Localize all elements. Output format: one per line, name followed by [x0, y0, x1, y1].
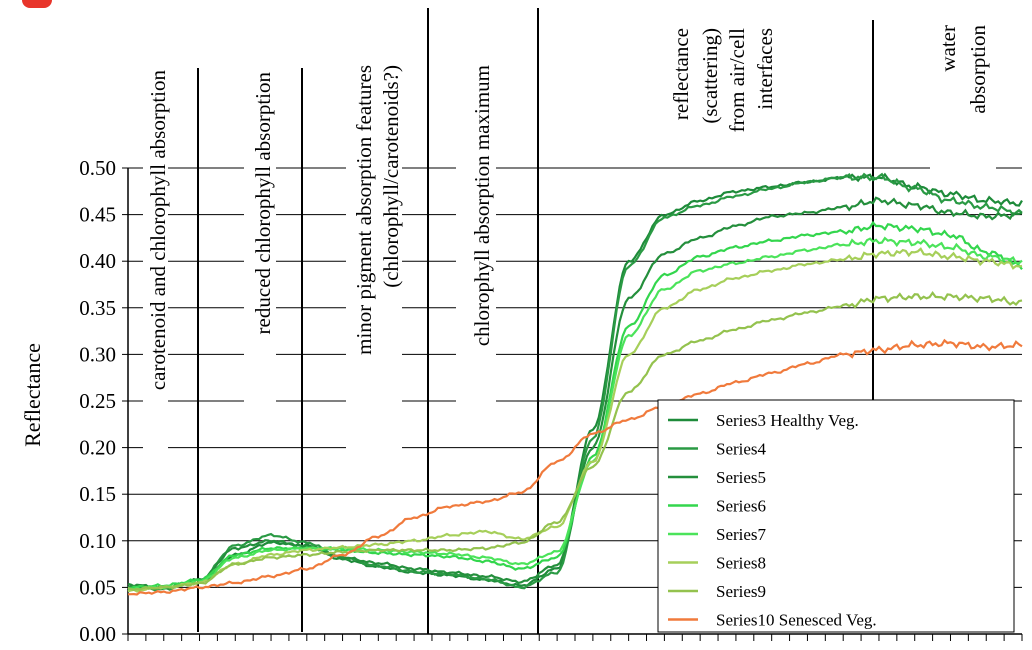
legend-label: Series3 Healthy Veg. [716, 411, 859, 430]
series-line-8 [127, 338, 1023, 596]
y-tick-label: 0.10 [79, 529, 116, 553]
legend-label: Series5 [716, 468, 766, 487]
annotation-label: reflectance [669, 28, 693, 120]
annotation-backdrop [930, 10, 996, 170]
legend-label: Series7 [716, 525, 767, 544]
y-tick-label: 0.25 [79, 389, 116, 413]
y-tick-label: 0.50 [79, 156, 116, 180]
annotation-label: from air/cell [725, 28, 749, 133]
annotation-backdrop [244, 50, 276, 410]
series-line-5 [127, 236, 1023, 591]
annotation-backdrop [143, 24, 168, 475]
series-lines [127, 172, 1023, 596]
annotation-label: reduced chlorophyll absorption [251, 72, 275, 335]
annotation-backdrop [346, 44, 402, 470]
y-tick-label: 0.00 [79, 622, 116, 646]
y-tick-label: 0.40 [79, 249, 116, 273]
y-tick-label: 0.05 [79, 575, 116, 599]
annotation-label: minor pigment absorption features [352, 65, 376, 355]
legend-label: Series6 [716, 497, 766, 516]
annotation-label: water [936, 25, 960, 72]
y-tick-label: 0.35 [79, 296, 116, 320]
region-annotations: carotenoid and chlorophyll absorption red… [143, 10, 996, 475]
legend-label: Series10 Senesced Veg. [716, 611, 877, 630]
annotation-label: (chlorophyll/carotenoids?) [379, 65, 403, 288]
y-tick-label: 0.15 [79, 482, 116, 506]
red-corner-mark [22, 0, 52, 8]
region-dividers [197, 8, 874, 634]
annotation-label: interfaces [753, 28, 777, 110]
series-line-7 [127, 291, 1023, 592]
y-tick-label: 0.30 [79, 342, 116, 366]
axes [127, 168, 1023, 641]
legend-box [657, 399, 1015, 633]
y-tick-labels: 0.00 0.05 0.10 0.15 0.20 0.25 0.30 0.35 0.40 0.45… [79, 156, 116, 646]
y-tick-label: 0.20 [79, 436, 116, 460]
annotation-label: (scattering) [698, 28, 722, 124]
annotation-label: chlorophyll absorption maximum [470, 65, 494, 346]
annotation-label: absorption [966, 25, 990, 114]
y-tick-label: 0.45 [79, 203, 116, 227]
legend: Series3 Healthy Veg. Series4 Series5 Series… [657, 399, 1015, 633]
legend-label: Series8 [716, 554, 766, 573]
legend-label: Series4 [716, 440, 767, 459]
legend-label: Series9 [716, 582, 766, 601]
annotation-label: carotenoid and chlorophyll absorption [146, 70, 170, 391]
y-axis-label: Reflectance [20, 343, 45, 447]
annotation-backdrop [456, 50, 496, 410]
annotation-backdrop [658, 10, 792, 165]
